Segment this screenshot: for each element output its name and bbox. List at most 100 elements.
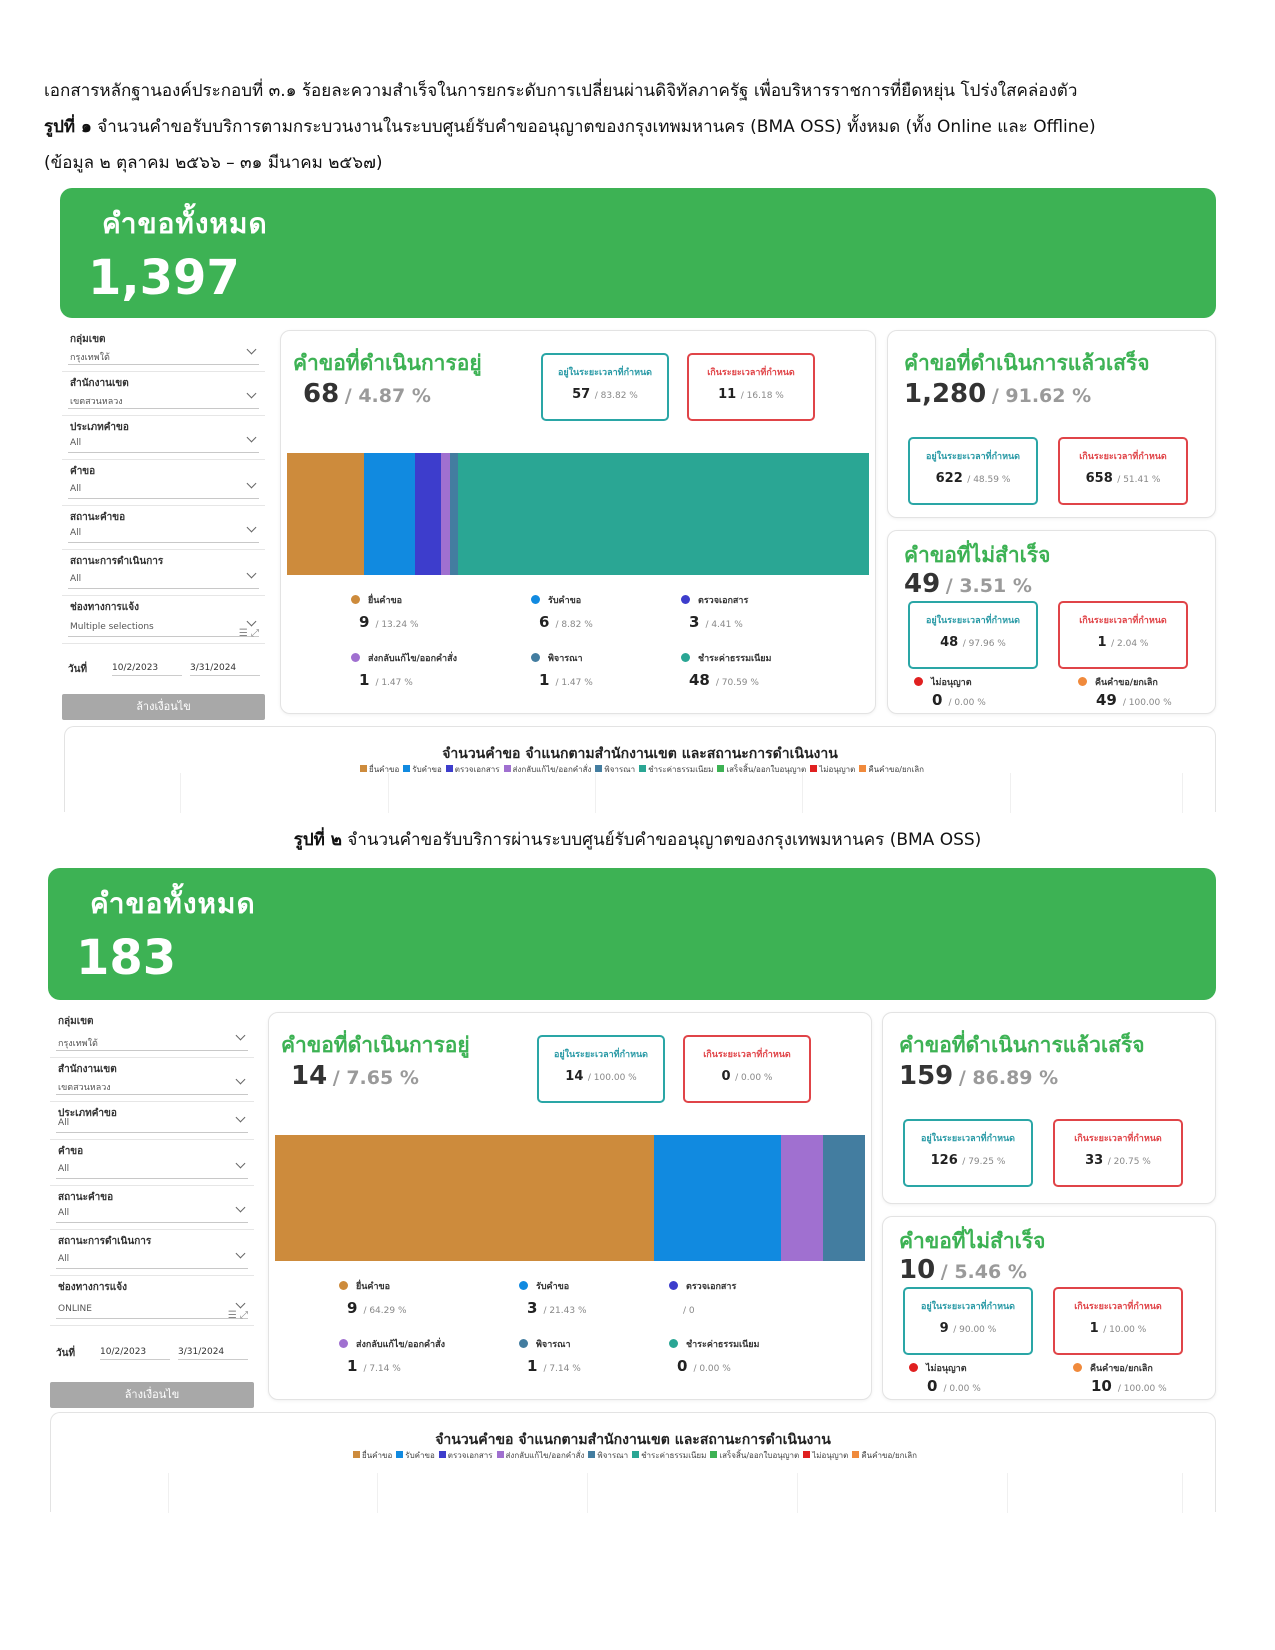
- legend-square-icon: [360, 765, 368, 772]
- legend-percent: / 8.82 %: [555, 620, 593, 630]
- bar-segment-4[interactable]: [449, 453, 459, 575]
- filter-value: All: [70, 528, 82, 538]
- district-legend-label-3: ส่งกลับแก้ไข/ออกคำสั่ง: [505, 1451, 585, 1460]
- bar-segment-1[interactable]: [654, 1135, 781, 1261]
- date-from-input[interactable]: 10/2/2023: [100, 1347, 170, 1360]
- filter-6[interactable]: ช่องทางการแจ้ง ONLINE ☰ ⤢: [50, 1278, 254, 1326]
- in-progress-over-kpi-value: 0 / 0.00 %: [685, 1069, 809, 1084]
- chevron-down-icon[interactable]: [246, 388, 257, 399]
- denied-label: ไม่อนุญาต: [931, 678, 972, 688]
- banner-title: คำขอทั้งหมด: [102, 207, 268, 240]
- bar-segment-3[interactable]: [441, 453, 450, 575]
- completed-within-kpi-number: 126: [930, 1153, 958, 1168]
- chevron-down-icon[interactable]: [235, 1074, 246, 1085]
- gridline: [595, 773, 596, 813]
- chevron-down-icon[interactable]: [235, 1030, 246, 1041]
- clear-filter-icon[interactable]: ☰ ⤢: [238, 628, 259, 639]
- filter-4[interactable]: สถานะคำขอ All: [62, 508, 265, 550]
- chevron-down-icon[interactable]: [235, 1298, 246, 1309]
- legend-item-2: ตรวจเอกสาร: [681, 593, 748, 607]
- completed-over-kpi-percent: / 20.75 %: [1107, 1157, 1151, 1167]
- chevron-down-icon[interactable]: [246, 432, 257, 443]
- date-to-input[interactable]: 3/31/2024: [178, 1347, 248, 1360]
- filter-6[interactable]: ช่องทางการแจ้ง Multiple selections ☰ ⤢: [62, 598, 265, 644]
- completed-within-kpi-percent: / 48.59 %: [967, 475, 1011, 485]
- filter-5[interactable]: สถานะการดำเนินการ All: [50, 1232, 254, 1276]
- clear-filters-button[interactable]: ล้างเงื่อนไข: [62, 694, 265, 720]
- chevron-down-icon[interactable]: [235, 1158, 246, 1169]
- chevron-down-icon[interactable]: [246, 616, 257, 627]
- filter-1[interactable]: สำนักงานเขต เขตสวนหลวง: [50, 1060, 254, 1102]
- bar-segment-0[interactable]: [275, 1135, 655, 1261]
- completed-over-kpi-value: 658 / 51.41 %: [1060, 471, 1186, 486]
- filter-0[interactable]: กลุ่มเขต กรุงเทพใต้: [62, 330, 265, 372]
- filter-label: คำขอ: [58, 1146, 84, 1157]
- legend-count: 1: [539, 671, 550, 689]
- filter-0[interactable]: กลุ่มเขต กรุงเทพใต้: [50, 1012, 254, 1058]
- legend-item-4: พิจารณา: [531, 651, 583, 665]
- failed-over-kpi-label: เกินระยะเวลาที่กำหนด: [1074, 1302, 1162, 1312]
- chevron-down-icon[interactable]: [246, 522, 257, 533]
- chevron-down-icon[interactable]: [235, 1112, 246, 1123]
- legend-label: ส่งกลับแก้ไข/ออกคำสั่ง: [368, 654, 458, 664]
- chevron-down-icon[interactable]: [246, 344, 257, 355]
- filter-2[interactable]: ประเภทคำขอ All: [62, 418, 265, 460]
- legend-item-4: พิจารณา: [519, 1337, 571, 1351]
- in-progress-within-kpi-number: 14: [565, 1069, 584, 1084]
- legend-square-icon: [396, 1451, 404, 1458]
- chevron-down-icon[interactable]: [246, 478, 257, 489]
- legend-label: ตรวจเอกสาร: [686, 1282, 737, 1292]
- legend-percent: / 64.29 %: [363, 1306, 407, 1316]
- failed-within-kpi: อยู่ในระยะเวลาที่กำหนด 48 / 97.96 %: [908, 601, 1038, 669]
- figure2-text: จำนวนคำขอรับบริการผ่านระบบศูนย์รับคำขออน…: [341, 830, 982, 850]
- filter-value: กรุงเทพใต้: [58, 1039, 98, 1049]
- filter-value: All: [58, 1254, 70, 1264]
- figure2-caption: รูปที่ ๒ จำนวนคำขอรับบริการผ่านระบบศูนย์…: [0, 826, 1275, 853]
- legend-value-4: 1 / 7.14 %: [527, 1357, 581, 1375]
- in-progress-title: คำขอที่ดำเนินการอยู่: [293, 351, 482, 375]
- bar-segment-0[interactable]: [287, 453, 365, 575]
- filter-label: กลุ่มเขต: [70, 334, 106, 345]
- filter-label: สถานะคำขอ: [70, 512, 126, 523]
- chevron-down-icon[interactable]: [246, 568, 257, 579]
- filter-label: สำนักงานเขต: [70, 378, 129, 389]
- legend-square-icon: [588, 1451, 596, 1458]
- failed-within-kpi-percent: / 97.96 %: [962, 639, 1006, 649]
- filter-label: คำขอ: [70, 466, 96, 477]
- legend-label: พิจารณา: [536, 1340, 571, 1350]
- date-range-filter: วันที่ 10/2/2023 3/31/2024: [62, 662, 265, 692]
- legend-square-icon: [353, 1451, 361, 1458]
- date-from-input[interactable]: 10/2/2023: [112, 663, 182, 676]
- filter-5[interactable]: สถานะการดำเนินการ All: [62, 552, 265, 596]
- clear-filter-icon[interactable]: ☰ ⤢: [227, 1310, 248, 1321]
- bar-segment-1[interactable]: [364, 453, 416, 575]
- gridline: [377, 1473, 378, 1513]
- clear-filters-button[interactable]: ล้างเงื่อนไข: [50, 1382, 254, 1408]
- filter-underline: [68, 588, 259, 589]
- filter-2[interactable]: ประเภทคำขอ All: [50, 1104, 254, 1140]
- bar-segment-2[interactable]: [415, 453, 442, 575]
- district-legend-label-3: ส่งกลับแก้ไข/ออกคำสั่ง: [512, 765, 592, 774]
- legend-percent: / 7.14 %: [363, 1364, 401, 1374]
- chevron-down-icon[interactable]: [235, 1248, 246, 1259]
- failed-returned-value: 49 / 100.00 %: [1096, 691, 1172, 709]
- failed-over-kpi-percent: / 2.04 %: [1111, 639, 1149, 649]
- completed-over-kpi-percent: / 51.41 %: [1117, 475, 1161, 485]
- filter-value: เขตสวนหลวง: [58, 1083, 111, 1093]
- bar-segment-2[interactable]: [780, 1135, 823, 1261]
- filter-3[interactable]: คำขอ All: [62, 462, 265, 506]
- completed-percent: / 91.62 %: [991, 385, 1092, 407]
- filter-3[interactable]: คำขอ All: [50, 1142, 254, 1186]
- gridline: [388, 773, 389, 813]
- filter-1[interactable]: สำนักงานเขต เขตสวนหลวง: [62, 374, 265, 416]
- legend-dot-icon: [519, 1339, 528, 1348]
- date-to-input[interactable]: 3/31/2024: [190, 663, 260, 676]
- filter-4[interactable]: สถานะคำขอ All: [50, 1188, 254, 1230]
- completed-percent: / 86.89 %: [958, 1067, 1059, 1089]
- failed-percent: / 5.46 %: [940, 1261, 1027, 1283]
- district-legend-label-5: ชำระค่าธรรมเนียม: [641, 1451, 707, 1460]
- bar-segment-3[interactable]: [822, 1135, 865, 1261]
- bar-segment-5[interactable]: [458, 453, 869, 575]
- chevron-down-icon[interactable]: [235, 1202, 246, 1213]
- legend-square-icon: [403, 765, 411, 772]
